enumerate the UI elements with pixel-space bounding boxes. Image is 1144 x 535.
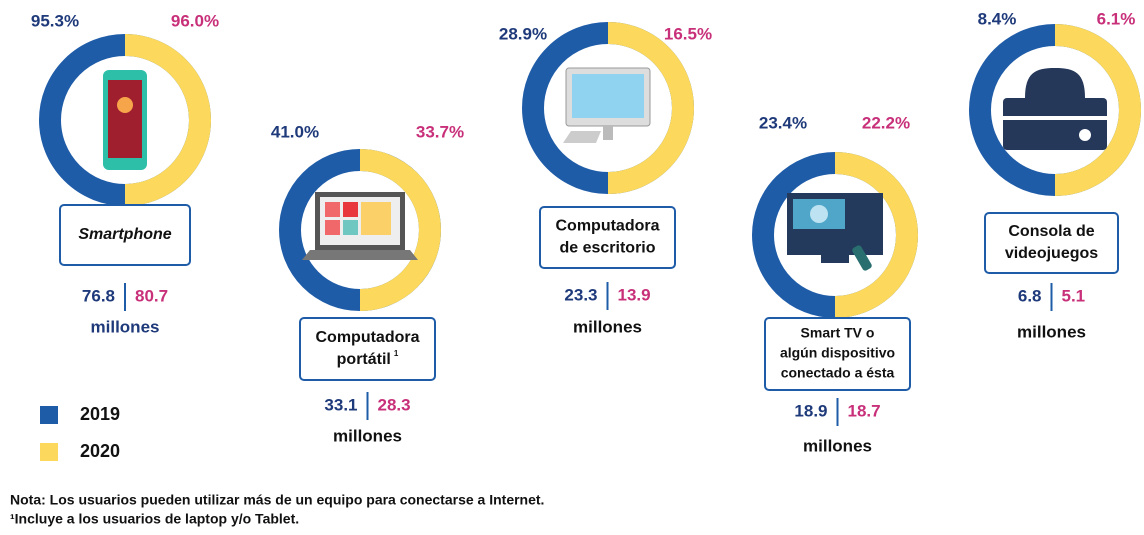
icon-part <box>361 202 391 235</box>
label-box <box>59 204 191 266</box>
device-name: Computadora <box>556 218 660 235</box>
ring-2020 <box>1054 24 1141 196</box>
value-2020: 80.7 <box>135 286 168 305</box>
pct-2020: 22.2% <box>862 113 910 132</box>
value-2019: 23.3 <box>564 285 597 304</box>
unit: millones <box>333 426 402 445</box>
legend-label: 2019 <box>80 404 120 424</box>
pct-2020: 6.1% <box>1097 9 1136 28</box>
icon-part <box>821 255 849 263</box>
icon-part <box>563 131 601 143</box>
unit: millones <box>803 436 872 455</box>
icon-part <box>325 202 340 217</box>
pct-2019: 23.4% <box>759 113 807 132</box>
icon-part <box>343 220 358 235</box>
icon-part <box>1003 98 1107 150</box>
pct-2020: 16.5% <box>664 24 712 43</box>
legend-swatch <box>40 443 58 461</box>
device-icon <box>787 193 883 271</box>
device-name: portátil <box>337 351 391 368</box>
pct-2019: 41.0% <box>271 122 319 141</box>
pct-2019: 28.9% <box>499 24 547 43</box>
ring-2020 <box>359 149 441 311</box>
icon-part <box>343 202 358 217</box>
icon-part <box>108 80 142 158</box>
value-2019: 33.1 <box>324 395 357 414</box>
value-2020: 13.9 <box>618 285 651 304</box>
icon-part <box>810 205 828 223</box>
value-2019: 6.8 <box>1018 286 1042 305</box>
pct-2019: 8.4% <box>978 9 1017 28</box>
label-box <box>984 212 1119 274</box>
device-name: Consola de <box>1008 223 1094 240</box>
device-name: algún dispositivo <box>780 345 895 361</box>
device-name: Smartphone <box>78 226 171 243</box>
note: ¹Incluye a los usuarios de laptop y/o Ta… <box>10 511 299 527</box>
icon-part <box>572 74 644 118</box>
pct-2020: 33.7% <box>416 122 464 141</box>
icon-part <box>117 97 133 113</box>
ring-2020 <box>607 22 694 194</box>
icon-part <box>1003 116 1107 120</box>
icon-part <box>1079 129 1091 141</box>
device-name: Computadora <box>316 329 420 346</box>
legend-swatch <box>40 406 58 424</box>
ring-2020 <box>834 152 918 318</box>
value-2020: 28.3 <box>378 395 411 414</box>
value-2019: 18.9 <box>794 401 827 420</box>
device-icon <box>302 192 418 260</box>
value-2020: 5.1 <box>1062 286 1086 305</box>
device-name: Smart TV o <box>801 325 875 341</box>
label-box <box>539 206 676 269</box>
device-icon <box>563 67 651 143</box>
value-2019: 76.8 <box>82 286 115 305</box>
device-name: de escritorio <box>559 240 655 257</box>
note: Nota: Los usuarios pueden utilizar más d… <box>10 492 544 508</box>
icon-part <box>325 220 340 235</box>
ring-2020 <box>124 34 211 206</box>
icon-part <box>302 250 418 260</box>
footnote-mark: 1 <box>394 349 399 358</box>
device-name: videojuegos <box>1005 245 1098 262</box>
device-name: conectado a ésta <box>781 365 895 381</box>
device-name: portátil 1 <box>337 349 399 368</box>
device-icon <box>1003 68 1107 150</box>
unit: millones <box>91 317 160 336</box>
icon-part <box>852 245 872 271</box>
unit: millones <box>573 317 642 336</box>
label-box <box>764 317 911 391</box>
icon-part <box>603 126 613 140</box>
value-2020: 18.7 <box>848 401 881 420</box>
icon-part <box>1025 68 1085 98</box>
unit: millones <box>1017 322 1086 341</box>
label-box <box>299 317 436 381</box>
pct-2020: 96.0% <box>171 11 219 30</box>
pct-2019: 95.3% <box>31 11 79 30</box>
legend-label: 2020 <box>80 441 120 461</box>
device-icon <box>103 70 147 170</box>
